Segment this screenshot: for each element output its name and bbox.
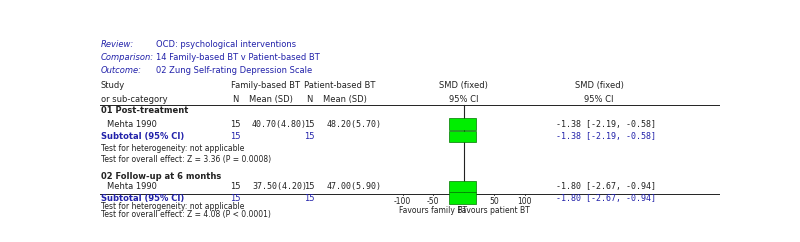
Text: 15: 15 [230, 132, 241, 141]
Text: 40.70(4.80): 40.70(4.80) [252, 120, 307, 129]
Text: 15: 15 [230, 120, 241, 129]
Text: -1.80 [-2.67, -0.94]: -1.80 [-2.67, -0.94] [556, 194, 656, 203]
Text: Mean (SD): Mean (SD) [249, 95, 293, 104]
Text: 15: 15 [230, 194, 241, 203]
Text: 50: 50 [490, 197, 499, 206]
Bar [449, 181, 476, 192]
Text: N: N [306, 95, 313, 104]
Text: -1.38 [-2.19, -0.58]: -1.38 [-2.19, -0.58] [556, 120, 656, 129]
Text: 14 Family-based BT v Patient-based BT: 14 Family-based BT v Patient-based BT [157, 53, 320, 62]
Text: Test for heterogeneity: not applicable: Test for heterogeneity: not applicable [101, 144, 244, 153]
Text: Mehta 1990: Mehta 1990 [107, 120, 157, 129]
Text: Favours patient BT: Favours patient BT [458, 206, 530, 215]
Text: Test for overall effect: Z = 3.36 (P = 0.0008): Test for overall effect: Z = 3.36 (P = 0… [101, 155, 270, 164]
Text: -1.38 [-2.19, -0.58]: -1.38 [-2.19, -0.58] [556, 132, 656, 141]
Text: 15: 15 [304, 194, 315, 203]
Text: 37.50(4.20): 37.50(4.20) [252, 182, 307, 191]
Text: 01 Post-treatment: 01 Post-treatment [101, 106, 188, 115]
Text: 02 Follow-up at 6 months: 02 Follow-up at 6 months [101, 172, 221, 181]
Text: Subtotal (95% CI): Subtotal (95% CI) [101, 194, 184, 203]
Text: Subtotal (95% CI): Subtotal (95% CI) [101, 132, 184, 141]
Text: OCD: psychological interventions: OCD: psychological interventions [157, 40, 297, 49]
Text: -50: -50 [427, 197, 439, 206]
Text: Comparison:: Comparison: [101, 53, 154, 62]
Text: or sub-category: or sub-category [101, 95, 167, 104]
Text: 15: 15 [304, 182, 315, 191]
Bar [449, 131, 477, 142]
Text: -1.80 [-2.67, -0.94]: -1.80 [-2.67, -0.94] [556, 182, 656, 191]
Text: Test for heterogeneity: not applicable: Test for heterogeneity: not applicable [101, 202, 244, 211]
Text: 0: 0 [461, 197, 466, 206]
Text: 47.00(5.90): 47.00(5.90) [326, 182, 382, 191]
Text: Test for overall effect: Z = 4.08 (P < 0.0001): Test for overall effect: Z = 4.08 (P < 0… [101, 210, 270, 219]
Text: 15: 15 [230, 182, 241, 191]
Bar [449, 192, 476, 204]
Text: Mean (SD): Mean (SD) [323, 95, 367, 104]
Text: 15: 15 [304, 120, 315, 129]
Text: Patient-based BT: Patient-based BT [304, 81, 375, 90]
Text: 15: 15 [304, 132, 315, 141]
Text: Study: Study [101, 81, 125, 90]
Text: Favours family BT: Favours family BT [399, 206, 467, 215]
Text: 95% CI: 95% CI [584, 95, 614, 104]
Text: 48.20(5.70): 48.20(5.70) [326, 120, 382, 129]
Text: 02 Zung Self-rating Depression Scale: 02 Zung Self-rating Depression Scale [157, 66, 313, 75]
Text: Mehta 1990: Mehta 1990 [107, 182, 157, 191]
Text: N: N [232, 95, 238, 104]
Text: Outcome:: Outcome: [101, 66, 142, 75]
Text: Review:: Review: [101, 40, 134, 49]
Text: SMD (fixed): SMD (fixed) [439, 81, 488, 90]
Text: Family-based BT: Family-based BT [230, 81, 300, 90]
Text: -100: -100 [394, 197, 411, 206]
Text: SMD (fixed): SMD (fixed) [574, 81, 623, 90]
Text: 95% CI: 95% CI [449, 95, 478, 104]
Text: 100: 100 [518, 197, 532, 206]
Bar [449, 119, 477, 130]
